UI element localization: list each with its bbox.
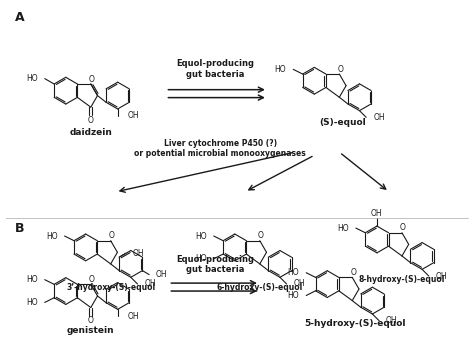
Text: genistein: genistein: [67, 326, 115, 335]
Text: HO: HO: [195, 231, 207, 240]
Text: OH: OH: [293, 280, 305, 289]
Text: HO: HO: [275, 65, 286, 74]
Text: OH: OH: [436, 272, 447, 281]
Text: HO: HO: [26, 275, 38, 284]
Text: OH: OH: [133, 249, 145, 258]
Text: O: O: [350, 268, 356, 277]
Text: HO: HO: [288, 291, 299, 300]
Text: HO: HO: [26, 74, 38, 83]
Text: Equol-producing
gut bacteria: Equol-producing gut bacteria: [176, 59, 254, 79]
Text: O: O: [109, 231, 115, 240]
Text: O: O: [258, 231, 264, 240]
Text: OH: OH: [145, 280, 156, 289]
Text: O: O: [88, 116, 94, 125]
Text: OH: OH: [128, 311, 139, 320]
Text: OH: OH: [386, 316, 398, 325]
Text: A: A: [15, 11, 25, 24]
Text: OH: OH: [371, 209, 383, 218]
Text: 5-hydroxy-(S)-equol: 5-hydroxy-(S)-equol: [305, 319, 406, 328]
Text: Liver cytochrome P450 (?)
or potential microbial monooxygenases: Liver cytochrome P450 (?) or potential m…: [134, 138, 306, 158]
Text: B: B: [15, 221, 25, 235]
Text: O: O: [400, 223, 406, 232]
Text: HO: HO: [337, 224, 349, 233]
Text: HO: HO: [288, 268, 299, 277]
Text: O: O: [89, 74, 95, 83]
Text: O: O: [337, 65, 343, 74]
Text: HO: HO: [195, 254, 207, 263]
Text: 3’-hydroxy-(S)-equol: 3’-hydroxy-(S)-equol: [66, 283, 155, 292]
Text: O: O: [88, 316, 94, 325]
Text: HO: HO: [26, 298, 38, 307]
Text: OH: OH: [128, 111, 139, 120]
Text: OH: OH: [373, 113, 385, 122]
Text: daidzein: daidzein: [69, 128, 112, 137]
Text: O: O: [89, 275, 95, 284]
Text: (S)-equol: (S)-equol: [319, 118, 366, 127]
Text: 6-hydroxy-(S)-equol: 6-hydroxy-(S)-equol: [217, 283, 303, 292]
Text: Equol-producing
gut bacteria: Equol-producing gut bacteria: [176, 255, 254, 274]
Text: HO: HO: [46, 231, 58, 240]
Text: 8-hydroxy-(S)-equol: 8-hydroxy-(S)-equol: [359, 275, 445, 284]
Text: OH: OH: [156, 270, 168, 279]
